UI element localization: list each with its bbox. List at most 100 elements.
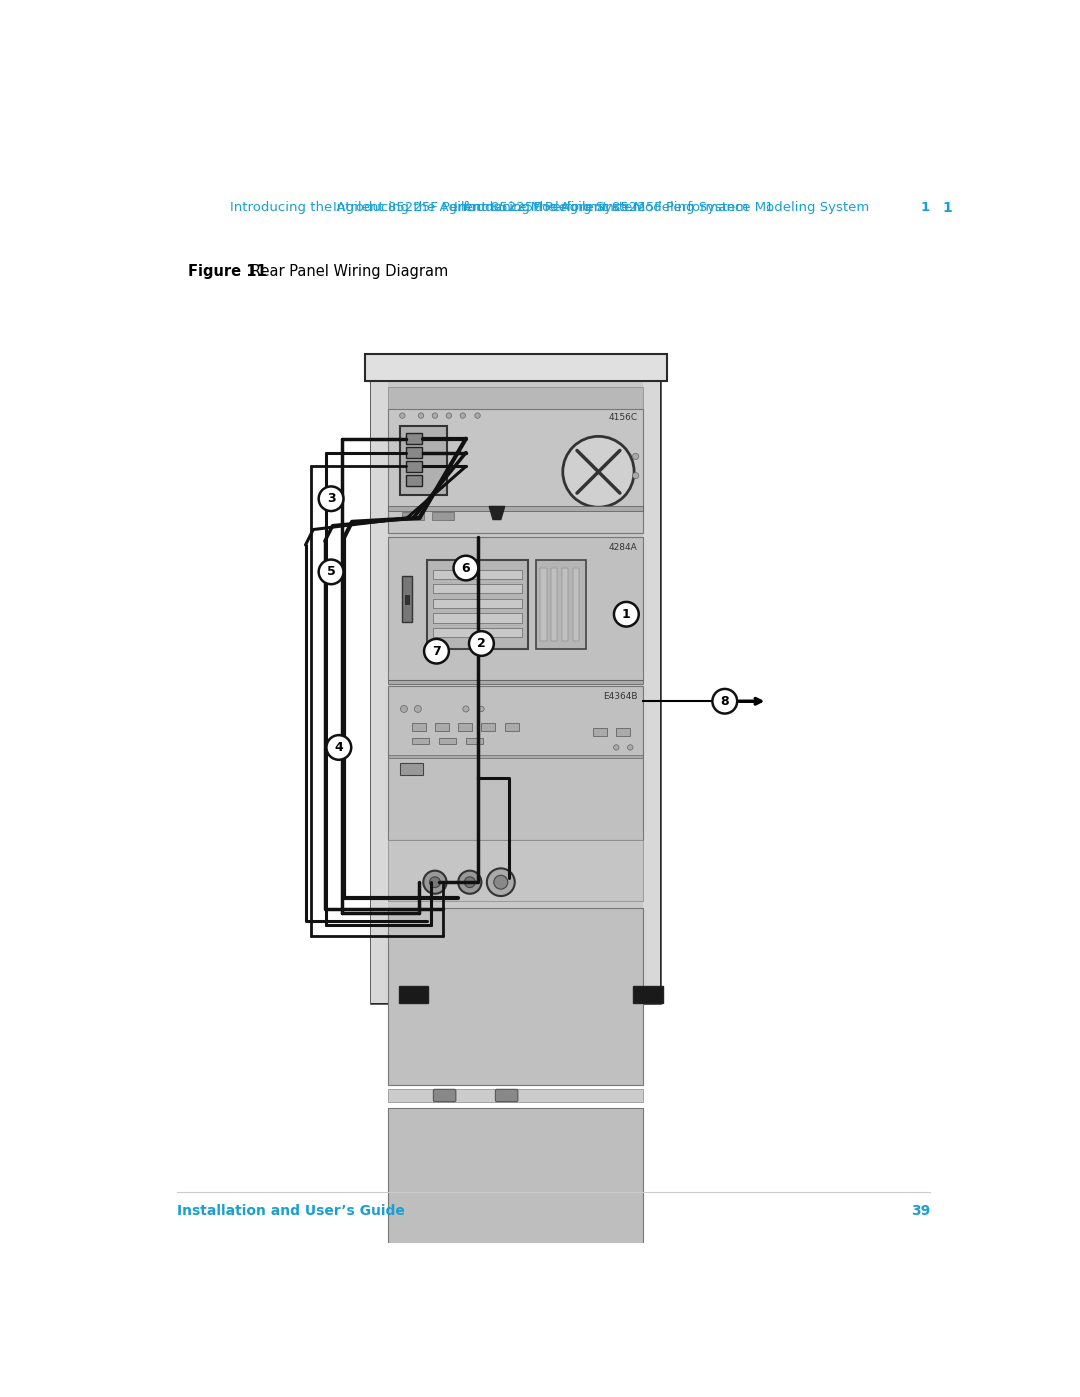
- Text: 5: 5: [327, 566, 336, 578]
- Text: 4284A: 4284A: [608, 543, 637, 552]
- FancyBboxPatch shape: [496, 1090, 517, 1102]
- FancyBboxPatch shape: [372, 353, 661, 1003]
- FancyBboxPatch shape: [433, 599, 522, 608]
- FancyBboxPatch shape: [504, 722, 518, 731]
- Circle shape: [432, 414, 437, 418]
- Circle shape: [563, 436, 634, 507]
- FancyBboxPatch shape: [458, 722, 472, 731]
- FancyBboxPatch shape: [372, 353, 389, 1003]
- FancyBboxPatch shape: [405, 595, 409, 605]
- FancyBboxPatch shape: [438, 738, 456, 745]
- FancyBboxPatch shape: [403, 576, 411, 622]
- Circle shape: [463, 705, 469, 712]
- FancyBboxPatch shape: [406, 475, 422, 486]
- FancyBboxPatch shape: [433, 584, 522, 594]
- Circle shape: [319, 560, 343, 584]
- FancyBboxPatch shape: [406, 461, 422, 472]
- FancyBboxPatch shape: [562, 569, 568, 641]
- FancyBboxPatch shape: [389, 908, 644, 1084]
- Circle shape: [446, 414, 451, 418]
- FancyBboxPatch shape: [536, 560, 586, 648]
- Text: Figure 11: Figure 11: [188, 264, 267, 279]
- Circle shape: [326, 735, 351, 760]
- FancyBboxPatch shape: [389, 507, 644, 511]
- Circle shape: [487, 869, 515, 895]
- FancyBboxPatch shape: [389, 1108, 644, 1261]
- Text: 1: 1: [943, 201, 953, 215]
- Circle shape: [418, 414, 423, 418]
- FancyBboxPatch shape: [482, 722, 496, 731]
- FancyBboxPatch shape: [399, 986, 428, 1003]
- FancyBboxPatch shape: [593, 728, 607, 736]
- FancyBboxPatch shape: [400, 763, 423, 775]
- Circle shape: [627, 745, 633, 750]
- Text: Rear Panel Wiring Diagram: Rear Panel Wiring Diagram: [252, 264, 448, 279]
- Text: Installation and User’s Guide: Installation and User’s Guide: [177, 1204, 405, 1218]
- Circle shape: [478, 707, 484, 711]
- Circle shape: [458, 870, 482, 894]
- Circle shape: [469, 631, 494, 655]
- Circle shape: [713, 689, 738, 714]
- Circle shape: [400, 414, 405, 418]
- FancyBboxPatch shape: [435, 722, 449, 731]
- FancyBboxPatch shape: [365, 353, 666, 381]
- Text: 6: 6: [461, 562, 470, 574]
- Text: 1: 1: [921, 201, 930, 214]
- FancyBboxPatch shape: [389, 387, 644, 409]
- Circle shape: [633, 472, 638, 479]
- FancyBboxPatch shape: [432, 511, 454, 520]
- Circle shape: [475, 414, 481, 418]
- FancyBboxPatch shape: [433, 613, 522, 623]
- Text: 3: 3: [327, 492, 336, 506]
- FancyBboxPatch shape: [540, 569, 546, 641]
- Text: 4156C: 4156C: [608, 412, 637, 422]
- FancyBboxPatch shape: [633, 986, 663, 1003]
- Text: Introducing the Agilent 85225F Performance Modeling System    1: Introducing the Agilent 85225F Performan…: [333, 201, 774, 214]
- FancyBboxPatch shape: [433, 629, 522, 637]
- Text: 1: 1: [622, 608, 631, 620]
- Text: Introducing the Agilent 85225F Performance Modeling System: Introducing the Agilent 85225F Performan…: [455, 201, 869, 214]
- FancyBboxPatch shape: [389, 409, 644, 534]
- FancyBboxPatch shape: [433, 1090, 456, 1102]
- FancyBboxPatch shape: [465, 738, 483, 745]
- Text: 8: 8: [720, 694, 729, 708]
- Circle shape: [415, 705, 421, 712]
- Text: Introducing the Agilent 85225F Performance Modeling System: Introducing the Agilent 85225F Performan…: [230, 201, 645, 214]
- Text: 4: 4: [335, 740, 343, 754]
- FancyBboxPatch shape: [572, 569, 579, 641]
- Text: 7: 7: [432, 644, 441, 658]
- Polygon shape: [489, 507, 504, 520]
- Circle shape: [460, 414, 465, 418]
- FancyBboxPatch shape: [389, 840, 644, 901]
- Circle shape: [494, 876, 508, 888]
- Text: 39: 39: [910, 1204, 930, 1218]
- FancyBboxPatch shape: [406, 447, 422, 458]
- FancyBboxPatch shape: [400, 426, 446, 495]
- Circle shape: [423, 870, 446, 894]
- Text: 2: 2: [477, 637, 486, 650]
- Circle shape: [401, 705, 407, 712]
- Circle shape: [430, 877, 441, 887]
- FancyBboxPatch shape: [551, 569, 557, 641]
- FancyBboxPatch shape: [403, 511, 424, 520]
- FancyBboxPatch shape: [411, 738, 429, 745]
- FancyBboxPatch shape: [406, 433, 422, 444]
- FancyBboxPatch shape: [389, 538, 644, 680]
- FancyBboxPatch shape: [644, 353, 661, 1003]
- Circle shape: [454, 556, 478, 580]
- Circle shape: [613, 745, 619, 750]
- Text: E4364B: E4364B: [603, 692, 637, 701]
- FancyBboxPatch shape: [428, 560, 528, 648]
- FancyBboxPatch shape: [411, 722, 426, 731]
- Circle shape: [319, 486, 343, 511]
- FancyBboxPatch shape: [389, 756, 644, 759]
- Circle shape: [633, 453, 638, 460]
- Circle shape: [613, 602, 638, 627]
- FancyBboxPatch shape: [617, 728, 631, 736]
- Circle shape: [424, 638, 449, 664]
- FancyBboxPatch shape: [389, 686, 644, 840]
- FancyBboxPatch shape: [389, 680, 644, 685]
- FancyBboxPatch shape: [433, 570, 522, 578]
- FancyBboxPatch shape: [389, 1088, 644, 1102]
- Circle shape: [464, 877, 475, 887]
